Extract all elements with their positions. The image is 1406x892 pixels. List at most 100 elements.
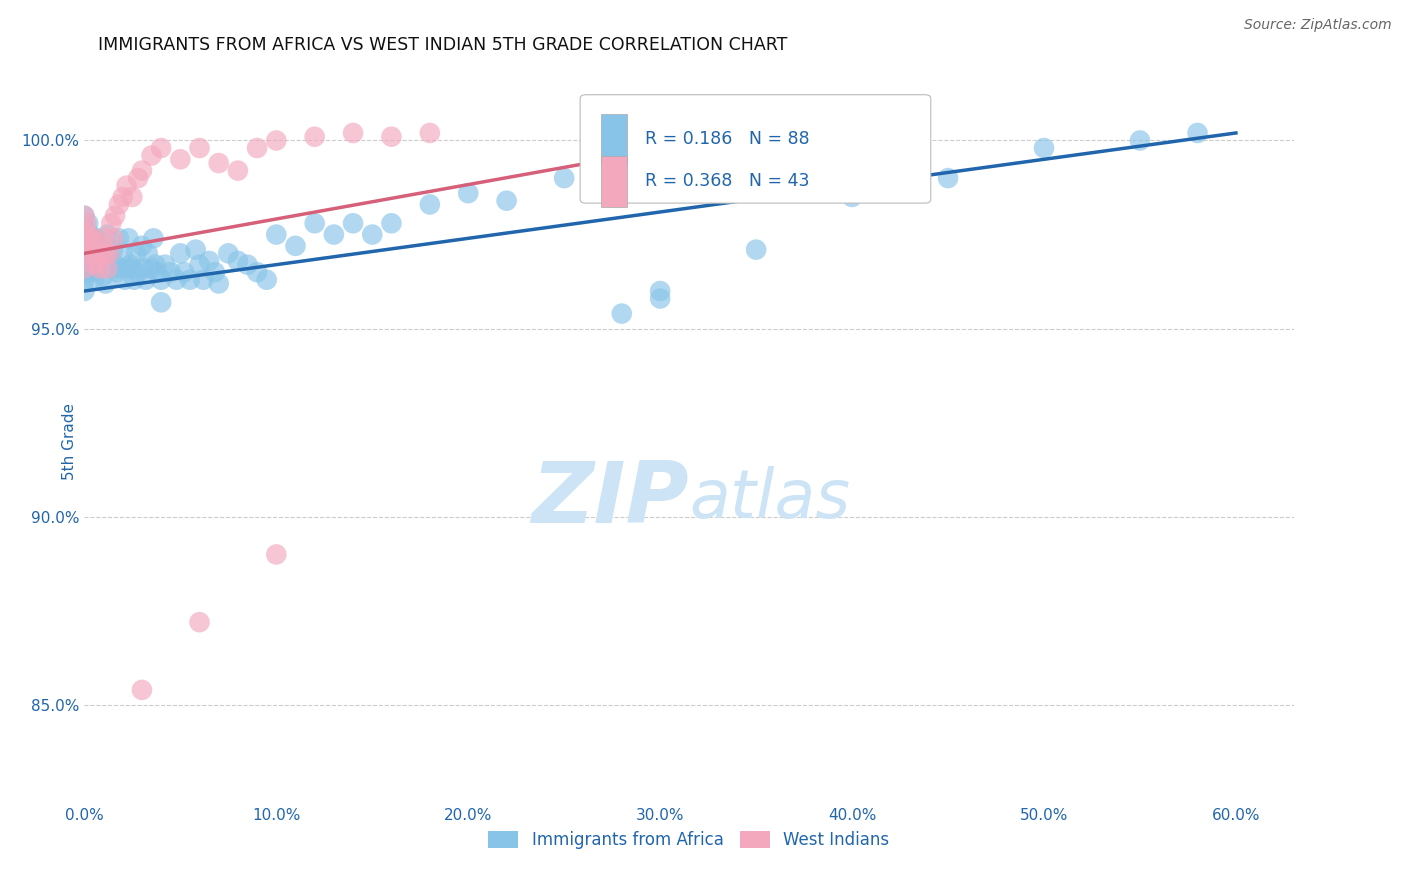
Point xyxy=(98,246,121,260)
Point xyxy=(101,231,124,245)
Point xyxy=(111,190,134,204)
Point xyxy=(159,265,181,279)
Point xyxy=(141,148,163,162)
Point xyxy=(745,243,768,257)
Point xyxy=(120,258,142,272)
Text: Source: ZipAtlas.com: Source: ZipAtlas.com xyxy=(1244,18,1392,32)
Point xyxy=(284,239,307,253)
Point xyxy=(142,231,165,245)
Point xyxy=(77,227,100,242)
FancyBboxPatch shape xyxy=(600,113,627,164)
Point xyxy=(73,261,96,276)
Point xyxy=(87,261,110,276)
Point xyxy=(266,133,288,147)
Point xyxy=(114,273,136,287)
Point xyxy=(150,141,173,155)
Point xyxy=(83,273,105,287)
Point xyxy=(342,216,364,230)
Point xyxy=(1129,133,1152,147)
Point xyxy=(89,243,111,257)
Point xyxy=(650,284,672,298)
Point xyxy=(79,239,101,253)
Point xyxy=(73,253,96,268)
Point xyxy=(121,190,143,204)
Point xyxy=(136,246,159,260)
Point xyxy=(110,261,132,276)
Point xyxy=(73,209,96,223)
Point xyxy=(80,231,103,245)
Point xyxy=(145,258,167,272)
Point xyxy=(226,163,249,178)
Point xyxy=(610,307,633,321)
Point xyxy=(256,273,278,287)
Point xyxy=(131,682,153,697)
Point xyxy=(121,261,143,276)
Point xyxy=(169,153,191,167)
Point xyxy=(131,239,153,253)
Point xyxy=(198,253,221,268)
Point xyxy=(98,246,121,260)
Point xyxy=(166,273,188,287)
Point xyxy=(96,227,118,242)
Point xyxy=(380,129,402,144)
Point xyxy=(73,235,96,249)
Point xyxy=(73,284,96,298)
Point xyxy=(266,548,288,562)
Point xyxy=(188,141,211,155)
FancyBboxPatch shape xyxy=(600,156,627,207)
FancyBboxPatch shape xyxy=(581,95,931,203)
Text: ZIP: ZIP xyxy=(531,458,689,541)
Point xyxy=(131,163,153,178)
Point xyxy=(419,197,441,211)
Point xyxy=(83,246,105,260)
Point xyxy=(73,261,96,276)
Point xyxy=(457,186,479,201)
Point xyxy=(125,246,148,260)
Point xyxy=(115,261,138,276)
Point xyxy=(84,258,107,272)
Point xyxy=(73,220,96,235)
Point xyxy=(246,141,269,155)
Point xyxy=(153,258,176,272)
Point xyxy=(108,231,131,245)
Point xyxy=(184,243,207,257)
Point xyxy=(77,265,100,279)
Point xyxy=(342,126,364,140)
Point xyxy=(135,273,157,287)
Point xyxy=(127,171,149,186)
Point xyxy=(127,265,149,279)
Point xyxy=(111,246,134,260)
Point xyxy=(266,227,288,242)
Point xyxy=(173,265,195,279)
Point xyxy=(650,292,672,306)
Point xyxy=(80,239,103,253)
Point xyxy=(1033,141,1056,155)
Point xyxy=(105,265,128,279)
Point xyxy=(419,126,441,140)
Point xyxy=(89,261,111,276)
Point xyxy=(322,227,344,242)
Point xyxy=(193,273,215,287)
Point xyxy=(100,261,122,276)
Point xyxy=(73,243,96,257)
Point xyxy=(73,224,96,238)
Point xyxy=(150,273,173,287)
Point xyxy=(93,253,115,268)
Point xyxy=(104,209,127,223)
Point xyxy=(73,209,96,223)
Point xyxy=(77,216,100,230)
Point xyxy=(122,273,145,287)
Text: R = 0.368   N = 43: R = 0.368 N = 43 xyxy=(645,172,810,190)
Point xyxy=(208,156,231,170)
Point xyxy=(75,216,97,230)
Point xyxy=(936,171,959,186)
Point xyxy=(108,197,131,211)
Point xyxy=(132,261,155,276)
Point xyxy=(169,246,191,260)
Text: R = 0.186   N = 88: R = 0.186 N = 88 xyxy=(645,130,810,148)
Point xyxy=(117,231,139,245)
Y-axis label: 5th Grade: 5th Grade xyxy=(62,403,77,480)
Point xyxy=(100,216,122,230)
Point xyxy=(226,253,249,268)
Point xyxy=(96,261,118,276)
